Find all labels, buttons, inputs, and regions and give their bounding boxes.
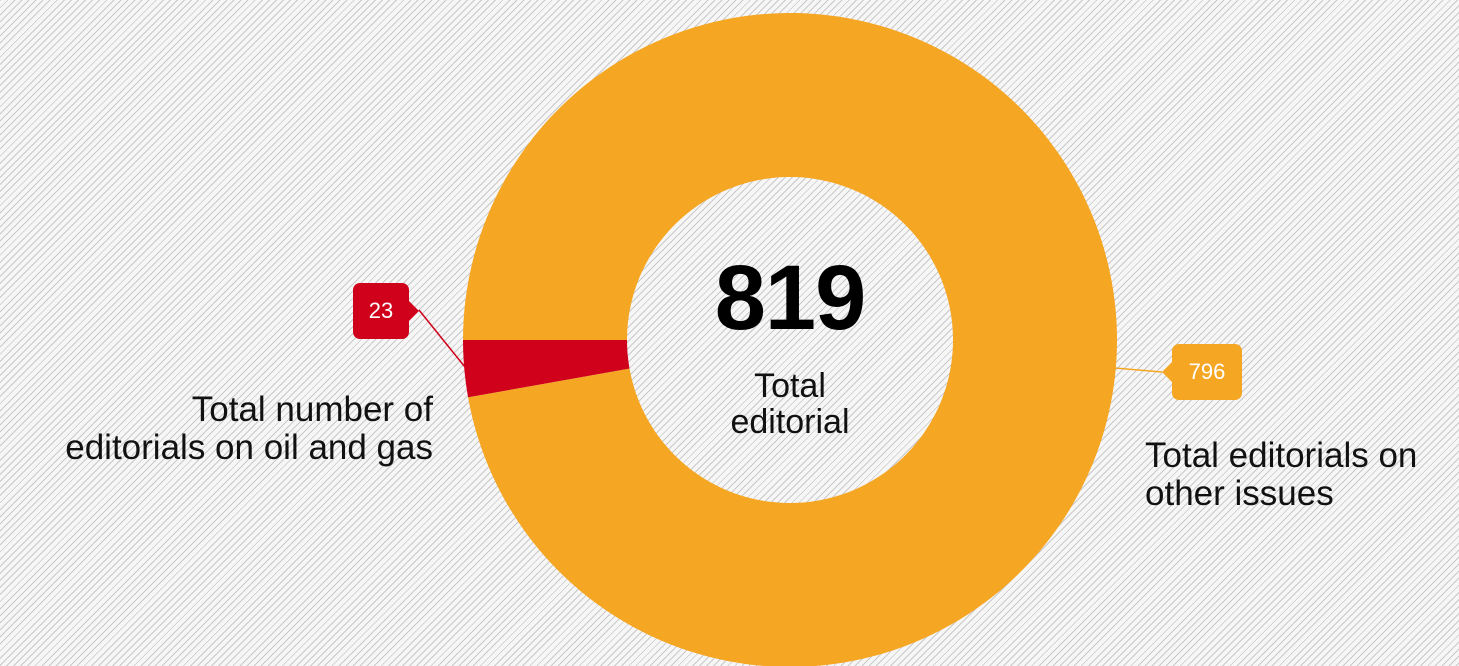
other-issues-slice-label-line-2: other issues <box>1145 474 1334 513</box>
donut-slices <box>463 13 1117 666</box>
total-count-label-line-1: Total <box>754 367 826 405</box>
oil-gas-slice <box>463 340 630 398</box>
oil-gas-leader-line <box>418 309 467 370</box>
oil-gas-slice-label-line-2: editorials on oil and gas <box>65 428 433 467</box>
total-count-label-line-2: editorial <box>730 403 850 441</box>
other-issues-slice-label: Total editorials on other issues <box>1145 437 1459 513</box>
other-issues-slice-label-line-1: Total editorials on <box>1145 436 1418 475</box>
oil-gas-value-badge: 23 <box>353 283 419 339</box>
other-issues-slice <box>463 13 1117 666</box>
other-issues-value-badge: 796 <box>1162 344 1242 400</box>
oil-gas-slice-label: Total number of editorials on oil and ga… <box>0 391 433 467</box>
other-issues-leader-line <box>1114 367 1163 373</box>
leader-lines <box>418 309 1163 373</box>
total-count-value: 819 <box>714 247 867 349</box>
total-count-label: Total editorial <box>690 368 890 440</box>
oil-gas-slice-label-line-1: Total number of <box>191 390 433 429</box>
